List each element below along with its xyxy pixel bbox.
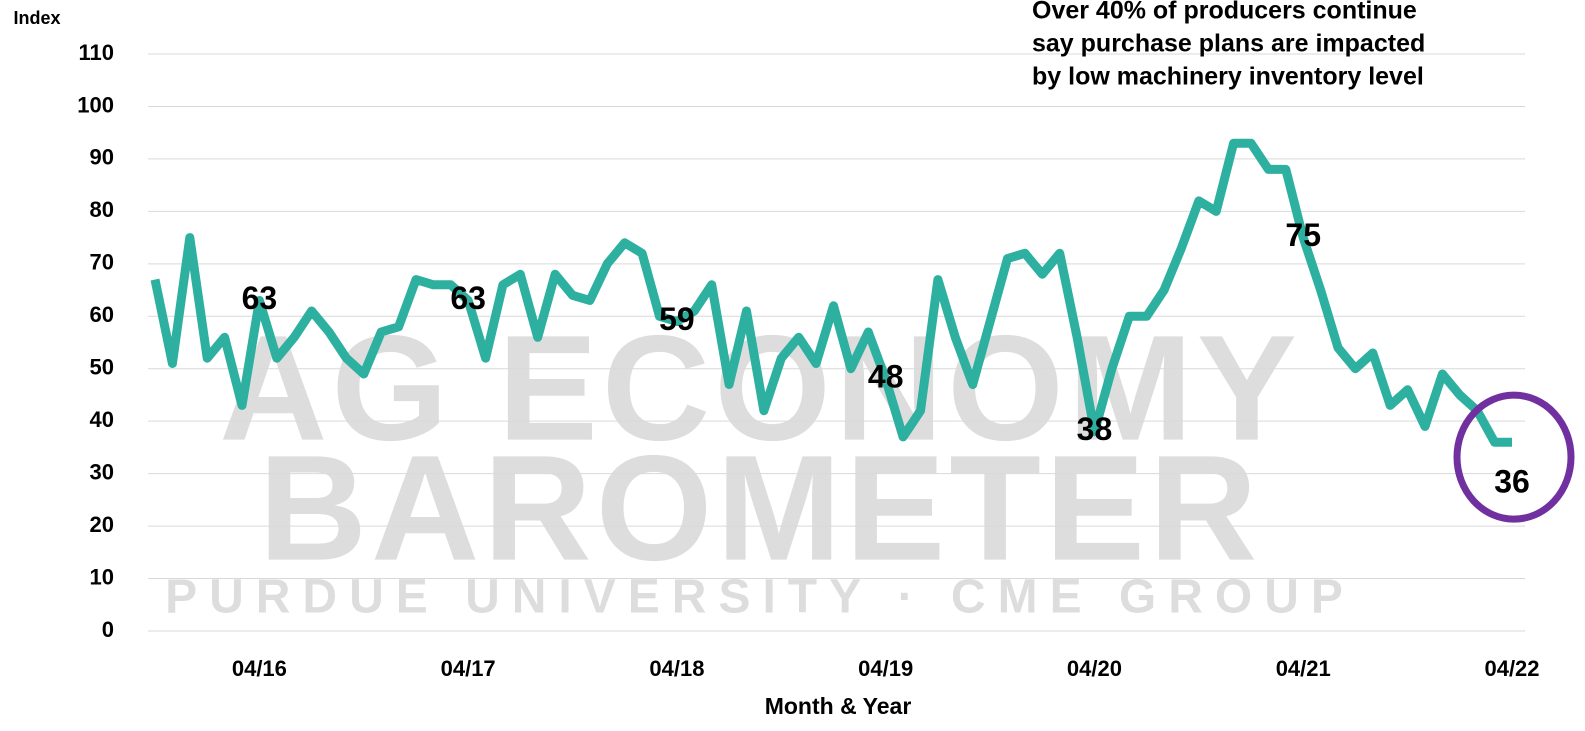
- data-label: 75: [1285, 217, 1321, 253]
- y-tick-label: 10: [90, 564, 114, 589]
- data-label: 36: [1494, 464, 1530, 500]
- x-axis-title: Month & Year: [765, 693, 912, 719]
- watermark-text: PURDUE UNIVERSITY · CME GROUP: [165, 571, 1355, 624]
- y-tick-label: 60: [90, 302, 114, 327]
- x-tick-label: 04/18: [649, 656, 704, 681]
- watermark-text: BAROMETER: [259, 424, 1262, 592]
- y-axis-label: Index: [13, 8, 60, 28]
- x-tick-label: 04/21: [1276, 656, 1331, 681]
- data-label: 63: [450, 280, 486, 316]
- y-tick-label: 90: [90, 145, 114, 170]
- x-tick-label: 04/20: [1067, 656, 1122, 681]
- y-tick-label: 30: [90, 459, 114, 484]
- y-tick-label: 20: [90, 512, 114, 537]
- x-tick-label: 04/16: [232, 656, 287, 681]
- y-tick-label: 80: [90, 197, 114, 222]
- y-tick-label: 110: [79, 40, 115, 65]
- y-tick-label: 50: [90, 355, 114, 380]
- data-line: [150, 138, 1512, 447]
- x-tick-label: 04/22: [1484, 656, 1539, 681]
- x-tick-label: 04/19: [858, 656, 913, 681]
- y-tick-label: 100: [77, 92, 114, 117]
- data-label: 48: [868, 359, 904, 395]
- annotation-line: say purchase plans are impacted: [1032, 30, 1425, 58]
- annotation-line: Over 40% of producers continue: [1032, 0, 1417, 25]
- data-label: 38: [1077, 411, 1113, 447]
- y-tick-label: 0: [102, 617, 114, 642]
- annotation-line: by low machinery inventory level: [1032, 63, 1424, 91]
- grid: [148, 53, 1525, 632]
- highlight-circle: [1453, 391, 1575, 523]
- x-tick-label: 04/17: [441, 656, 496, 681]
- annotation: Over 40% of producers continue say purcha…: [1032, 0, 1425, 91]
- data-label: 59: [659, 301, 695, 337]
- y-tick-label: 40: [90, 407, 114, 432]
- y-tick-label: 70: [90, 250, 114, 275]
- data-label: 63: [242, 280, 278, 316]
